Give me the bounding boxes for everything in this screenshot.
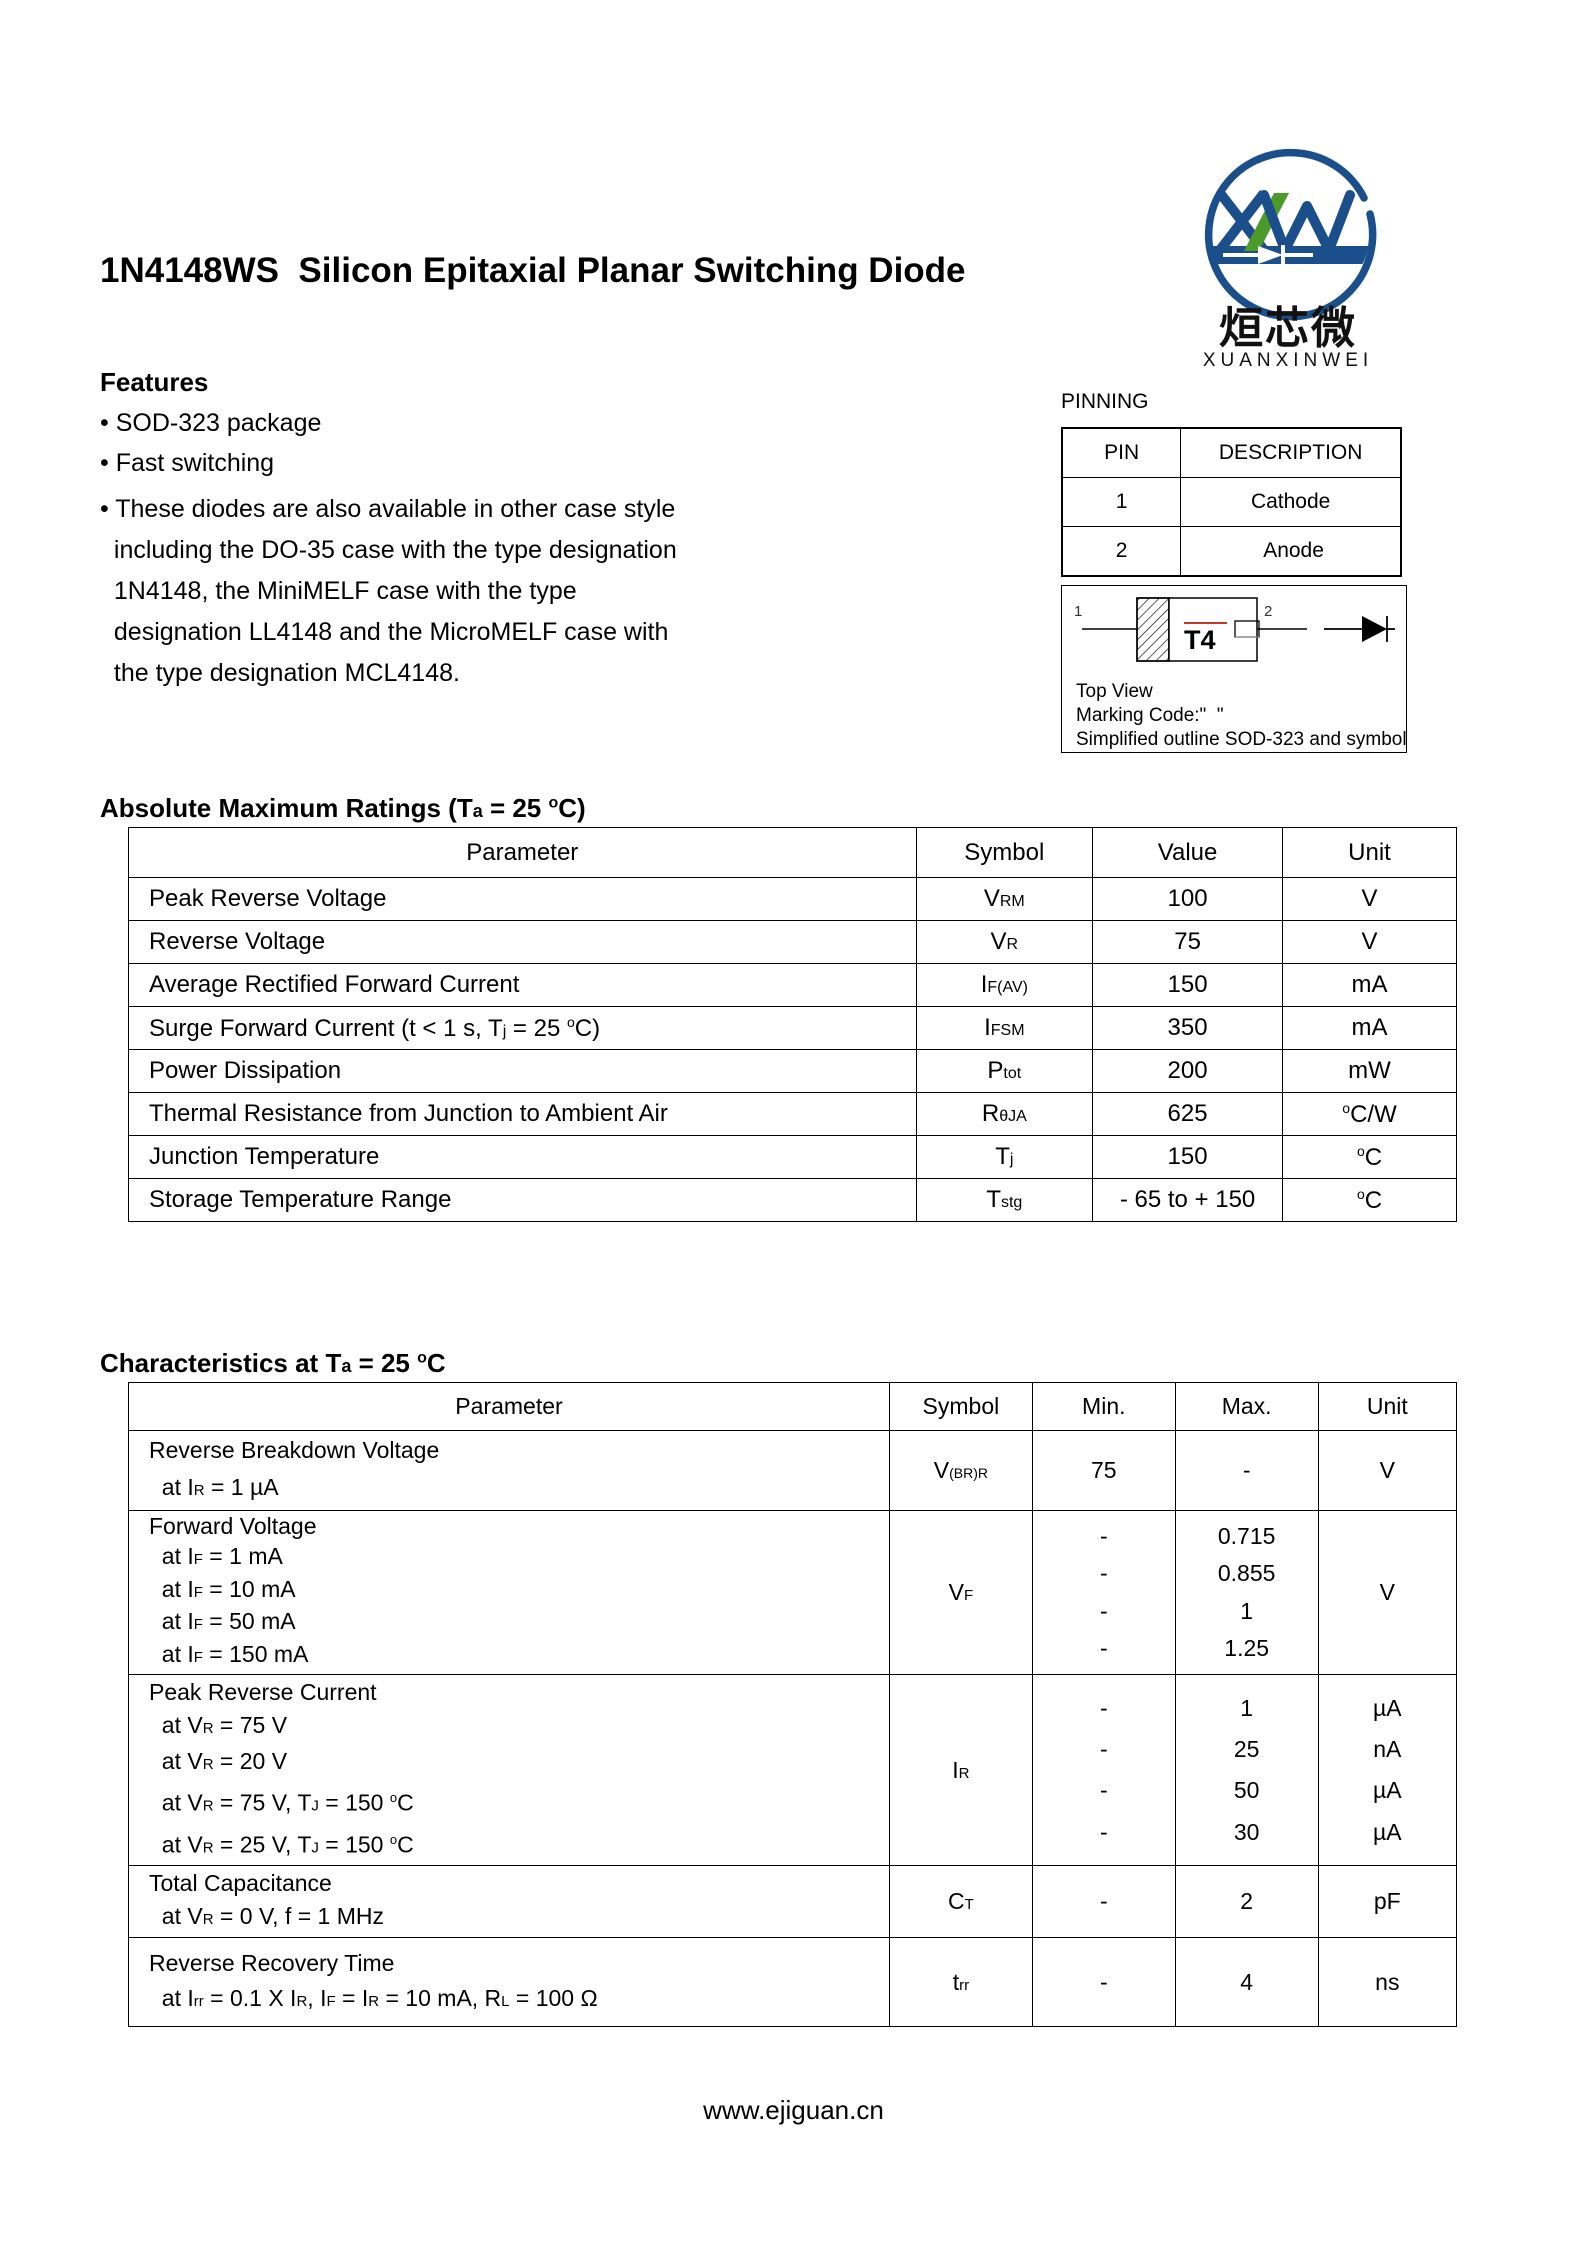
- svg-text:2: 2: [1264, 603, 1272, 620]
- svg-text:1: 1: [1074, 603, 1082, 620]
- svg-text:T4: T4: [1184, 625, 1216, 655]
